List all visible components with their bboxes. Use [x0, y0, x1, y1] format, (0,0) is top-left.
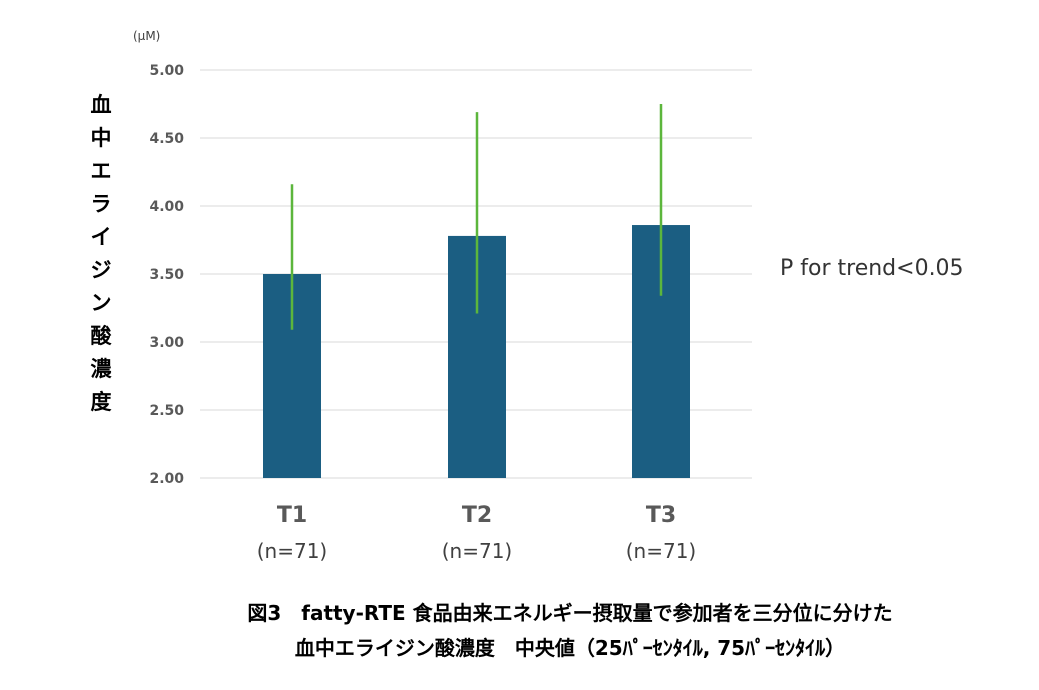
y-tick-label: 3.00	[149, 335, 184, 351]
sample-size-label: (n=71)	[442, 539, 513, 563]
sample-size-label: (n=71)	[257, 539, 328, 563]
category-label: T2	[462, 503, 492, 528]
y-axis-label: 血中エライジン酸濃度	[91, 93, 113, 414]
y-tick-label: 2.50	[149, 403, 184, 419]
y-axis-ticks: 2.00 2.50 3.00 3.50 4.00 4.50 5.00	[149, 63, 184, 487]
trend-annotation: P for trend<0.05	[780, 256, 964, 281]
category-label: T1	[277, 503, 307, 528]
y-tick-label: 5.00	[149, 63, 184, 79]
sample-size-label: (n=71)	[626, 539, 697, 563]
y-tick-label: 3.50	[149, 267, 184, 283]
y-tick-label: 4.50	[149, 131, 184, 147]
error-bars	[290, 104, 663, 330]
y-axis-unit: (μM)	[133, 29, 160, 43]
category-label: T3	[646, 503, 676, 528]
y-tick-label: 4.00	[149, 199, 184, 215]
category-labels: T1 (n=71) T2 (n=71) T3 (n=71)	[257, 503, 697, 563]
caption-line-1: 図3 fatty-RTE 食品由来エネルギー摂取量で参加者を三分位に分けた	[247, 601, 892, 625]
y-tick-label: 2.00	[149, 471, 184, 487]
caption-line-2: 血中エライジン酸濃度 中央値（25ﾊﾟｰｾﾝﾀｲﾙ, 75ﾊﾟｰｾﾝﾀｲﾙ）	[295, 636, 845, 660]
